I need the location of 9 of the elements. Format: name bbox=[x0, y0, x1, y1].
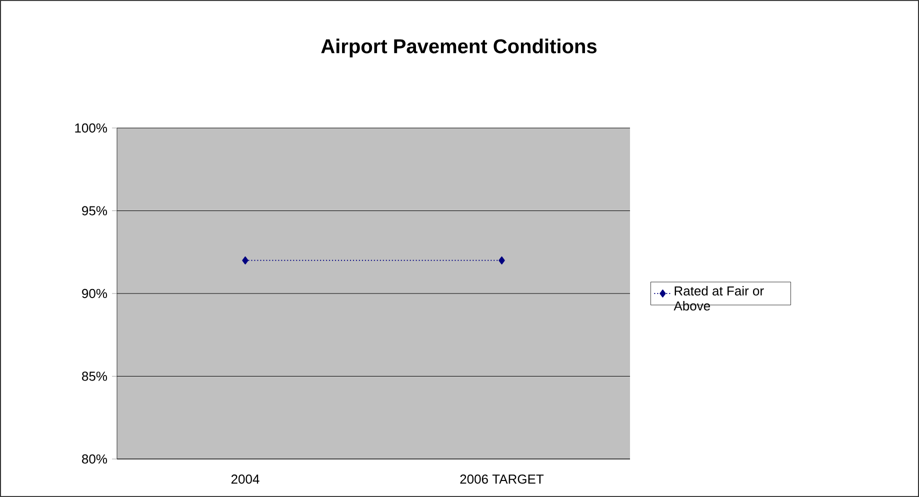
y-tick-label: 90% bbox=[82, 288, 107, 298]
y-tick-label: 80% bbox=[82, 454, 107, 464]
y-tick-label: 95% bbox=[82, 206, 107, 216]
y-tick-label: 100% bbox=[75, 123, 107, 133]
x-tick-label: 2006 TARGET bbox=[460, 474, 544, 484]
x-tick-label: 2004 bbox=[231, 474, 260, 484]
legend-label: Rated at Fair or Above bbox=[674, 286, 764, 311]
chart-title: Airport Pavement Conditions bbox=[321, 38, 597, 58]
y-tick-label: 85% bbox=[82, 372, 107, 381]
